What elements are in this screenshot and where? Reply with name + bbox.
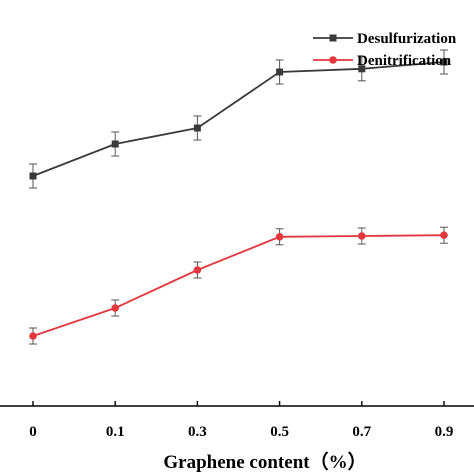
data-point bbox=[193, 266, 202, 274]
x-tick-label: 0.1 bbox=[106, 424, 125, 440]
legend-item: Desulfurization bbox=[313, 31, 457, 47]
data-point bbox=[29, 172, 37, 180]
legend-marker bbox=[329, 56, 337, 64]
x-tick-label: 0.3 bbox=[188, 424, 207, 440]
legend-marker bbox=[329, 34, 337, 42]
data-point bbox=[440, 231, 448, 239]
data-point bbox=[111, 304, 119, 312]
legend-label: Denitrification bbox=[357, 53, 452, 69]
data-point bbox=[193, 124, 201, 132]
data-point bbox=[111, 140, 119, 148]
x-tick-label: 0 bbox=[29, 424, 37, 440]
series-line bbox=[32, 61, 445, 177]
x-ticks: 0 0.1 0.3 0.5 0.7 0.9 bbox=[29, 401, 453, 440]
x-tick-label: 0.5 bbox=[270, 424, 289, 440]
data-point bbox=[275, 233, 284, 241]
x-axis-title: Graphene content（%） bbox=[163, 450, 366, 473]
series-desulfurization bbox=[29, 49, 448, 189]
data-point bbox=[440, 58, 448, 66]
series-denitrification bbox=[29, 226, 448, 345]
data-point bbox=[358, 65, 366, 73]
x-tick-label: 0.9 bbox=[435, 424, 454, 440]
series-line bbox=[32, 234, 445, 337]
series-layer bbox=[29, 49, 448, 345]
legend-item: Denitrification bbox=[313, 53, 452, 69]
data-point bbox=[358, 232, 366, 240]
data-point bbox=[29, 332, 37, 340]
legend-label: Desulfurization bbox=[357, 31, 457, 47]
legend: Desulfurization Denitrification bbox=[313, 31, 457, 69]
x-tick-label: 0.7 bbox=[352, 424, 371, 440]
data-point bbox=[276, 68, 284, 76]
